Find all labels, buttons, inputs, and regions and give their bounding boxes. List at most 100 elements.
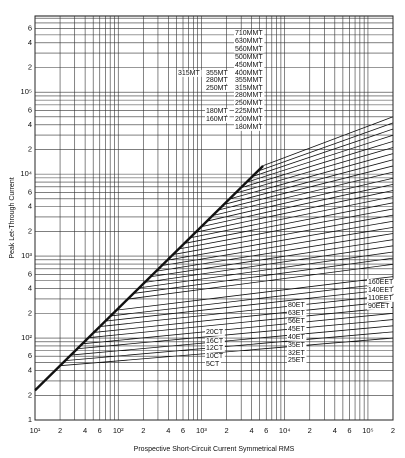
series-label: 630MMT: [235, 38, 263, 45]
series-label: 10CT: [206, 353, 224, 360]
series-label-group: 280MT: [205, 76, 230, 84]
x-tick-label: 6: [98, 426, 102, 435]
fuse-curve: [229, 153, 394, 200]
y-tick-label: 2: [28, 390, 32, 399]
y-tick-label: 2: [28, 144, 32, 153]
x-tick-label: 10⁵: [362, 426, 373, 435]
label-background: [234, 37, 265, 45]
label-background: [205, 107, 230, 115]
series-label: 180MT: [206, 108, 229, 115]
label-background: [205, 337, 225, 345]
label-background: [177, 69, 202, 77]
series-label-group: 45ET: [287, 325, 307, 333]
series-label-group: 355MT: [205, 69, 230, 77]
fuse-curve: [217, 165, 394, 211]
label-background: [234, 99, 265, 107]
label-background: [205, 352, 225, 360]
x-tick-label: 6: [264, 426, 268, 435]
series-label: 250MMT: [235, 100, 263, 107]
series-label-group: 180MT: [205, 107, 230, 115]
series-label: 40ET: [288, 334, 305, 341]
series-label: 5CT: [206, 361, 220, 368]
series-label: 355MMT: [235, 77, 263, 84]
series-label: 35ET: [288, 342, 305, 349]
y-tick-label: 4: [28, 284, 32, 293]
y-tick-label: 10³: [21, 251, 32, 260]
label-background: [205, 115, 230, 123]
label-background: [234, 29, 265, 37]
series-label: 355MT: [206, 70, 229, 77]
y-tick-label: 1: [28, 415, 32, 424]
series-label-group: 315MMT: [234, 84, 265, 92]
y-tick-label: 6: [28, 23, 32, 32]
y-tick-label: 2: [28, 308, 32, 317]
fuse-curve: [251, 128, 394, 178]
label-background: [367, 286, 396, 294]
series-label: 180MMT: [235, 124, 263, 131]
series-label-group: 630MMT: [234, 37, 265, 45]
fuse-curve: [167, 220, 394, 261]
fuse-curve: [155, 233, 394, 272]
series-label: 90EET: [368, 303, 390, 310]
series-label: 710MMT: [235, 30, 263, 37]
fuse-curve: [88, 306, 394, 339]
label-background: [287, 301, 307, 309]
series-label-group: 110EET: [367, 294, 395, 302]
label-background: [287, 341, 307, 349]
fuse-curve: [105, 288, 394, 322]
series-label-group: 10CT: [205, 352, 225, 360]
y-tick-label: 2: [28, 62, 32, 71]
series-label: 45ET: [288, 326, 305, 333]
series-label-group: 90EET: [367, 302, 392, 310]
series-label: 32ET: [288, 350, 305, 357]
y-tick-label: 6: [28, 351, 32, 360]
series-label: 315MT: [178, 70, 201, 77]
series-label: 315MMT: [235, 85, 263, 92]
fuse-curve: [65, 331, 394, 362]
series-label-group: 560MMT: [234, 45, 265, 53]
series-label: 280MMT: [235, 92, 263, 99]
y-tick-label: 6: [28, 187, 32, 196]
series-label-group: 355MMT: [234, 76, 265, 84]
x-tick-label: 6: [181, 426, 185, 435]
label-background: [287, 325, 307, 333]
label-background: [287, 349, 307, 357]
series-label-group: 63ET: [287, 309, 307, 317]
x-tick-label: 10⁴: [279, 426, 291, 435]
label-background: [287, 317, 307, 325]
fuse-curve: [127, 263, 394, 300]
fuse-curve: [150, 239, 394, 278]
y-tick-label: 4: [28, 202, 32, 211]
label-background: [287, 333, 307, 341]
series-label-group: 40ET: [287, 333, 307, 341]
label-background: [205, 344, 225, 352]
x-tick-label: 2: [141, 426, 145, 435]
fuse-curve: [263, 116, 394, 167]
label-background: [367, 278, 396, 286]
series-label: 160EET: [368, 279, 394, 286]
series-label: 110EET: [368, 295, 393, 302]
y-tick-label: 6: [28, 105, 32, 114]
label-background: [234, 45, 265, 53]
series-label: 450MMT: [235, 62, 263, 69]
y-tick-label: 10²: [21, 333, 32, 342]
label-background: [234, 123, 265, 131]
fuse-curve: [201, 183, 394, 228]
x-tick-label: 2: [224, 426, 228, 435]
fuse-curve: [99, 294, 394, 327]
label-background: [234, 76, 265, 84]
series-label-group: 56ET: [287, 317, 307, 325]
x-tick-label: 10¹: [30, 426, 41, 435]
series-label: 80ET: [288, 302, 305, 309]
series-label-group: 400MMT: [234, 69, 265, 77]
series-label-group: 80ET: [287, 301, 307, 309]
label-background: [234, 84, 265, 92]
series-label-group: 12CT: [205, 344, 225, 352]
series-label: 25ET: [288, 357, 305, 364]
series-label-group: 500MMT: [234, 53, 265, 61]
y-tick-label: 2: [28, 226, 32, 235]
series-label-group: 225MMT: [234, 107, 265, 115]
series-label-group: 35ET: [287, 341, 307, 349]
y-tick-label: 4: [28, 38, 32, 47]
x-tick-label: 2: [58, 426, 62, 435]
